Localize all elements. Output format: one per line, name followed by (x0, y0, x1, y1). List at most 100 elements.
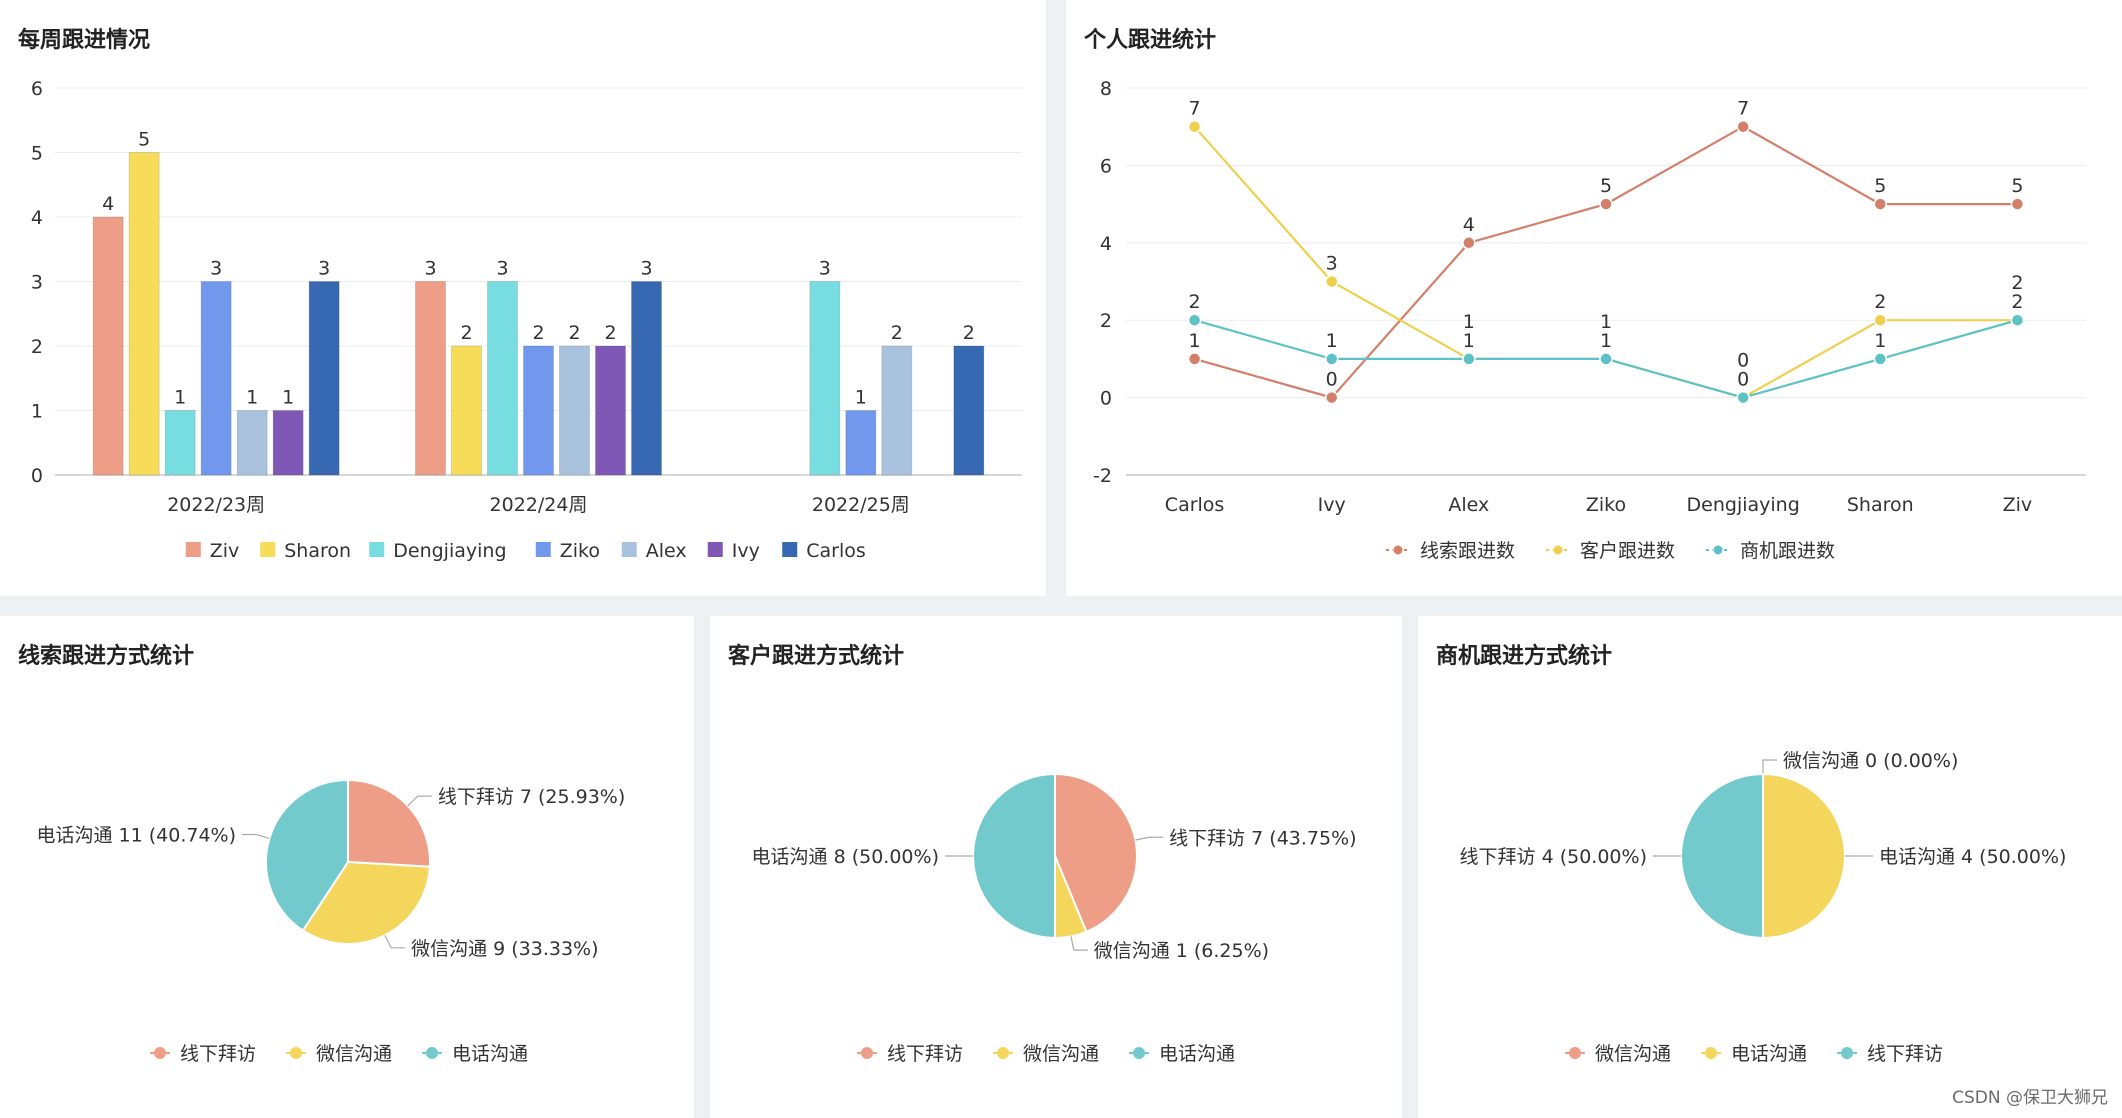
weekly-bar-chart: 0 1 2 3 4 5 6 4 5 1 3 1 1 3 2022/23周 3 2 3 2 2 2 3 2022/24周 3 1 2… (31, 78, 1022, 562)
customer-pie-chart: 线下拜访 7 (43.75%) 微信沟通 1 (6.25%) 电话沟通 8 (50.… (752, 772, 1357, 1065)
bar-sharon (128, 152, 160, 476)
pie-leader-line (407, 795, 432, 807)
legend-swatch (369, 542, 385, 557)
series-point (1599, 352, 1613, 366)
pie-slice-label: 微信沟通 1 (6.25%) (1094, 940, 1269, 962)
bar-value-label: 3 (640, 258, 652, 280)
pie-leader-line (1762, 759, 1777, 774)
pie-leader-line (1135, 836, 1164, 841)
opportunity-pie-panel: 商机跟进方式统计 微信沟通 0 (0.00%) 电话沟通 4 (50.00%) 线下… (1418, 616, 2122, 1118)
bar-value-label: 2 (963, 322, 975, 344)
legend-marker (997, 1047, 1009, 1059)
customer-pie-panel: 客户跟进方式统计 线下拜访 7 (43.75%) 微信沟通 1 (6.25%) 电话… (710, 616, 1402, 1118)
y-tick-label: 8 (1100, 78, 1112, 100)
legend-marker (861, 1047, 873, 1059)
legend-label: 电话沟通 (1731, 1043, 1807, 1065)
legend-marker (1712, 544, 1724, 556)
series-point (1324, 390, 1339, 405)
bar-value-label: 5 (138, 129, 150, 151)
point-value-label: 5 (1874, 175, 1886, 197)
series-point (1873, 197, 1888, 211)
bar-ivy (595, 345, 626, 476)
legend-label: 微信沟通 (1595, 1043, 1671, 1065)
y-tick-label: 4 (1100, 233, 1112, 255)
bar-alex (559, 345, 590, 476)
pie-slice (1054, 772, 1138, 934)
weekly-chart-panel: 每周跟进情况 0 1 2 3 4 5 6 4 5 1 3 1 1 3 2022/23周 3 2 3 2 2 2 3 2022… (0, 0, 1046, 596)
x-category-label: Dengjiaying (1687, 494, 1800, 516)
point-value-label: 1 (1600, 311, 1612, 333)
bar-value-label: 3 (496, 258, 508, 280)
bar-carlos (631, 281, 662, 476)
bar-dengjiaying (487, 281, 518, 476)
pie-leader-line (242, 833, 270, 840)
y-tick-label: 6 (1100, 155, 1112, 177)
series-point (1187, 313, 1202, 327)
legend-label: Ziko (560, 540, 600, 562)
bar-carlos (953, 345, 985, 476)
point-value-label: 0 (1326, 369, 1338, 391)
y-tick-label: 1 (31, 401, 43, 423)
series-point (2010, 313, 2025, 327)
point-value-label: 7 (1737, 98, 1749, 120)
bar-ziko (200, 281, 232, 476)
csdn-watermark: CSDN @保卫大狮兄 (1952, 1088, 2108, 1108)
y-tick-label: 0 (31, 465, 43, 487)
legend-swatch (782, 542, 798, 557)
pie-slice-label: 线下拜访 7 (43.75%) (1169, 827, 1356, 849)
legend-marker (290, 1047, 302, 1059)
point-value-label: 2 (2011, 272, 2023, 294)
legend-label: Ivy (732, 540, 760, 562)
legend-marker (1552, 544, 1564, 556)
legend-marker (1392, 544, 1404, 556)
series-point (1462, 352, 1476, 366)
point-value-label: 4 (1463, 214, 1475, 236)
bar-value-label: 3 (210, 258, 222, 280)
bar-alex (881, 345, 913, 476)
point-value-label: 2 (2011, 291, 2023, 313)
legend-swatch (535, 542, 551, 557)
point-value-label: 1 (1600, 330, 1612, 352)
y-tick-label: 0 (1100, 388, 1112, 410)
series-point (1187, 119, 1202, 134)
legend-marker (1705, 1047, 1717, 1059)
y-tick-label: 6 (31, 78, 43, 100)
bar-ziv (92, 216, 124, 476)
pie-slice-label: 线下拜访 7 (25.93%) (438, 786, 625, 808)
pie-slice-label: 电话沟通 4 (50.00%) (1879, 846, 2066, 868)
legend-label: 线下拜访 (1867, 1043, 1943, 1065)
legend-marker (1133, 1047, 1145, 1059)
bar-dengjiaying (164, 410, 196, 476)
y-tick-label: 5 (31, 143, 43, 165)
series-point (2010, 197, 2025, 211)
series-point (1324, 352, 1339, 366)
clue-pie-title: 线索跟进方式统计 (18, 644, 195, 669)
x-category-label: Ziv (2003, 494, 2033, 516)
bar-carlos (308, 281, 340, 476)
series-point (1873, 313, 1888, 327)
pie-slice-label: 微信沟通 0 (0.00%) (1783, 750, 1958, 772)
point-value-label: 7 (1189, 98, 1201, 120)
series-point (1736, 390, 1750, 405)
legend-label: Sharon (284, 540, 351, 562)
bar-ziko (523, 345, 554, 476)
legend-label: 客户跟进数 (1580, 540, 1675, 562)
pie-slice-label: 微信沟通 9 (33.33%) (411, 938, 598, 960)
point-value-label: 1 (1189, 330, 1201, 352)
x-category-label: 2022/24周 (490, 494, 588, 516)
legend-label: 微信沟通 (316, 1043, 392, 1065)
series-point (1599, 197, 1613, 211)
bar-value-label: 2 (891, 322, 903, 344)
bar-value-label: 3 (819, 258, 831, 280)
series-point (1736, 119, 1750, 134)
bar-value-label: 2 (460, 322, 472, 344)
legend-label: Ziv (210, 540, 240, 562)
legend-label: 线下拜访 (180, 1043, 256, 1065)
opportunity-pie-chart: 微信沟通 0 (0.00%) 电话沟通 4 (50.00%) 线下拜访 4 (50.… (1460, 750, 2067, 1065)
pie-slice-label: 电话沟通 8 (50.00%) (752, 846, 939, 868)
x-category-label: 2022/23周 (167, 494, 265, 516)
legend-swatch (707, 542, 723, 557)
legend-swatch (260, 542, 276, 557)
personal-chart-title: 个人跟进统计 (1084, 28, 1217, 53)
series-point (1873, 352, 1888, 366)
